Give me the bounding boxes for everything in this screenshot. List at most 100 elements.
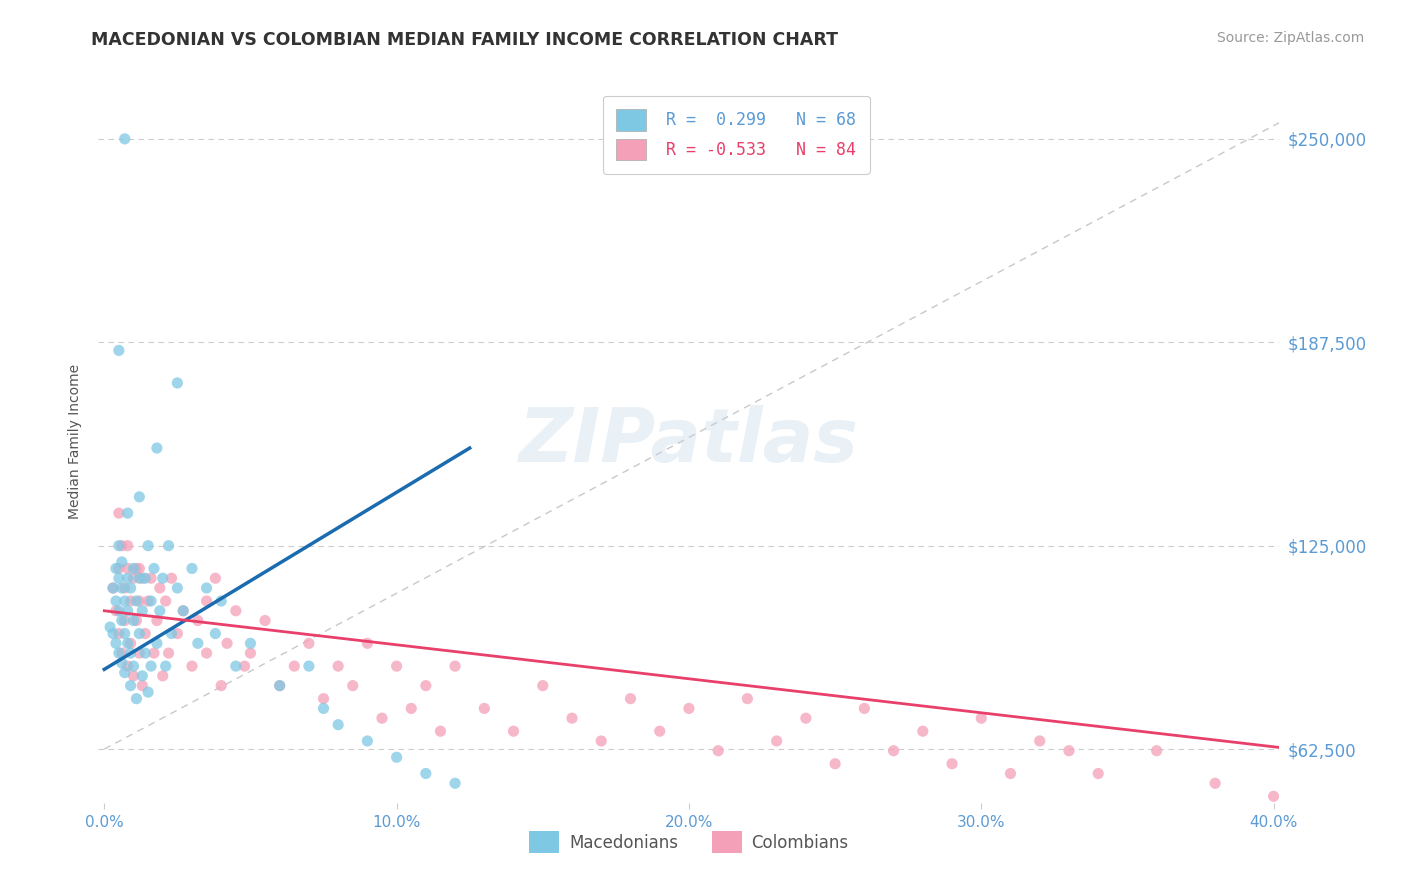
Point <box>1000 766 1022 780</box>
Point <box>114 594 136 608</box>
Point <box>155 659 177 673</box>
Point <box>233 659 256 673</box>
Point <box>326 717 349 731</box>
Point <box>195 646 218 660</box>
Point <box>139 594 162 608</box>
Point <box>678 701 700 715</box>
Point <box>502 724 524 739</box>
Point <box>269 679 291 693</box>
Point <box>157 646 180 660</box>
Point <box>160 626 183 640</box>
Point <box>824 756 846 771</box>
Point <box>108 506 131 520</box>
Point <box>356 636 378 650</box>
Point <box>139 659 162 673</box>
Point <box>125 614 148 628</box>
Point <box>181 659 204 673</box>
Point <box>117 561 139 575</box>
Point <box>187 636 209 650</box>
Point <box>298 636 321 650</box>
Point <box>619 691 641 706</box>
Point <box>765 734 787 748</box>
Point <box>794 711 817 725</box>
Point <box>108 571 131 585</box>
Point <box>104 594 127 608</box>
Point <box>125 594 148 608</box>
Point <box>215 636 238 650</box>
Point <box>111 646 134 660</box>
Point <box>225 659 247 673</box>
Point <box>941 756 963 771</box>
Point <box>111 555 134 569</box>
Point <box>120 636 142 650</box>
Point <box>1087 766 1109 780</box>
Point <box>122 669 145 683</box>
Point <box>1146 744 1168 758</box>
Point <box>707 744 730 758</box>
Point <box>166 376 188 390</box>
Point <box>385 750 408 764</box>
Point <box>152 571 174 585</box>
Point <box>146 636 169 650</box>
Point <box>342 679 364 693</box>
Point <box>444 776 467 790</box>
Point <box>561 711 583 725</box>
Point <box>143 561 166 575</box>
Point <box>114 581 136 595</box>
Point <box>114 132 136 146</box>
Point <box>117 539 139 553</box>
Point <box>195 581 218 595</box>
Point <box>108 561 131 575</box>
Point <box>134 626 156 640</box>
Point <box>111 539 134 553</box>
Point <box>160 571 183 585</box>
Point <box>648 724 671 739</box>
Point <box>166 626 188 640</box>
Point <box>128 646 150 660</box>
Point <box>204 626 226 640</box>
Point <box>385 659 408 673</box>
Point <box>152 669 174 683</box>
Point <box>1029 734 1052 748</box>
Point <box>157 539 180 553</box>
Point <box>125 561 148 575</box>
Point <box>356 734 378 748</box>
Point <box>128 594 150 608</box>
Point <box>209 679 232 693</box>
Point <box>120 679 142 693</box>
Point <box>134 646 156 660</box>
Point <box>104 561 127 575</box>
Point <box>114 626 136 640</box>
Point <box>104 604 127 618</box>
Point <box>472 701 495 715</box>
Point <box>128 626 150 640</box>
Point <box>117 506 139 520</box>
Legend: Macedonians, Colombians: Macedonians, Colombians <box>523 825 855 860</box>
Point <box>149 604 172 618</box>
Point <box>117 636 139 650</box>
Point <box>114 665 136 680</box>
Point <box>172 604 194 618</box>
Point <box>399 701 422 715</box>
Point <box>111 581 134 595</box>
Point <box>131 679 153 693</box>
Point <box>269 679 291 693</box>
Point <box>120 646 142 660</box>
Point <box>108 343 131 358</box>
Point <box>136 594 159 608</box>
Point <box>298 659 321 673</box>
Text: ZIPatlas: ZIPatlas <box>519 405 859 478</box>
Point <box>737 691 759 706</box>
Point <box>371 711 394 725</box>
Point <box>146 614 169 628</box>
Point <box>143 646 166 660</box>
Point <box>172 604 194 618</box>
Point <box>326 659 349 673</box>
Point <box>283 659 305 673</box>
Point <box>125 691 148 706</box>
Point <box>239 646 262 660</box>
Point <box>98 620 121 634</box>
Point <box>209 594 232 608</box>
Point <box>531 679 554 693</box>
Point <box>415 766 437 780</box>
